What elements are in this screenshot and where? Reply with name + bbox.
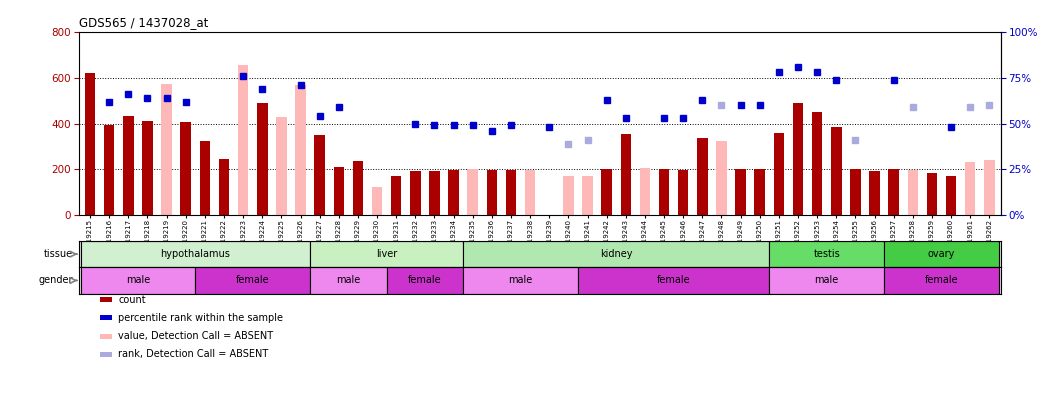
- Bar: [755, 169, 765, 215]
- Bar: [773, 133, 784, 215]
- Bar: [104, 125, 114, 215]
- Text: kidney: kidney: [601, 249, 633, 259]
- Bar: [736, 169, 746, 215]
- Text: liver: liver: [376, 249, 397, 259]
- Bar: [463, 267, 578, 294]
- Bar: [889, 169, 899, 215]
- Bar: [81, 241, 310, 267]
- Bar: [885, 267, 999, 294]
- Bar: [506, 170, 517, 215]
- Bar: [850, 169, 860, 215]
- Bar: [314, 135, 325, 215]
- Bar: [578, 267, 769, 294]
- Text: male: male: [126, 275, 150, 286]
- Bar: [926, 173, 937, 215]
- Text: GDS565 / 1437028_at: GDS565 / 1437028_at: [79, 17, 208, 30]
- Bar: [639, 168, 650, 215]
- Text: female: female: [236, 275, 269, 286]
- Bar: [792, 103, 803, 215]
- Text: percentile rank within the sample: percentile rank within the sample: [118, 313, 283, 323]
- Bar: [812, 112, 823, 215]
- Bar: [620, 134, 631, 215]
- Bar: [449, 170, 459, 215]
- Bar: [869, 171, 880, 215]
- Bar: [697, 139, 707, 215]
- Text: ovary: ovary: [927, 249, 955, 259]
- Bar: [525, 170, 536, 215]
- Bar: [391, 176, 401, 215]
- Bar: [769, 267, 885, 294]
- Bar: [353, 161, 364, 215]
- Text: female: female: [657, 275, 691, 286]
- Bar: [984, 160, 995, 215]
- Bar: [908, 170, 918, 215]
- Bar: [831, 127, 842, 215]
- Bar: [161, 84, 172, 215]
- Text: hypothalamus: hypothalamus: [160, 249, 231, 259]
- Bar: [199, 141, 211, 215]
- Text: male: male: [336, 275, 361, 286]
- Bar: [143, 121, 153, 215]
- Bar: [716, 141, 726, 215]
- Bar: [965, 162, 976, 215]
- Text: male: male: [814, 275, 838, 286]
- Bar: [180, 122, 191, 215]
- Bar: [769, 241, 885, 267]
- Bar: [678, 170, 689, 215]
- Bar: [372, 187, 383, 215]
- Bar: [257, 103, 267, 215]
- Bar: [430, 171, 440, 215]
- Bar: [467, 169, 478, 215]
- Bar: [563, 176, 573, 215]
- Text: tissue: tissue: [44, 249, 73, 259]
- Bar: [885, 241, 999, 267]
- Bar: [310, 241, 463, 267]
- Bar: [583, 176, 593, 215]
- Bar: [238, 66, 248, 215]
- Bar: [486, 170, 497, 215]
- Bar: [410, 171, 420, 215]
- Bar: [219, 159, 230, 215]
- Bar: [123, 115, 133, 215]
- Bar: [81, 267, 195, 294]
- Bar: [333, 167, 344, 215]
- Bar: [602, 169, 612, 215]
- Bar: [310, 267, 387, 294]
- Text: gender: gender: [39, 275, 73, 286]
- Bar: [195, 267, 310, 294]
- Text: female: female: [924, 275, 958, 286]
- Bar: [387, 267, 463, 294]
- Bar: [659, 169, 670, 215]
- Bar: [463, 241, 769, 267]
- Text: rank, Detection Call = ABSENT: rank, Detection Call = ABSENT: [118, 350, 268, 359]
- Bar: [946, 176, 957, 215]
- Text: value, Detection Call = ABSENT: value, Detection Call = ABSENT: [118, 331, 274, 341]
- Bar: [277, 117, 287, 215]
- Text: male: male: [508, 275, 532, 286]
- Text: female: female: [408, 275, 441, 286]
- Bar: [85, 73, 95, 215]
- Text: count: count: [118, 295, 146, 305]
- Text: testis: testis: [813, 249, 840, 259]
- Bar: [296, 85, 306, 215]
